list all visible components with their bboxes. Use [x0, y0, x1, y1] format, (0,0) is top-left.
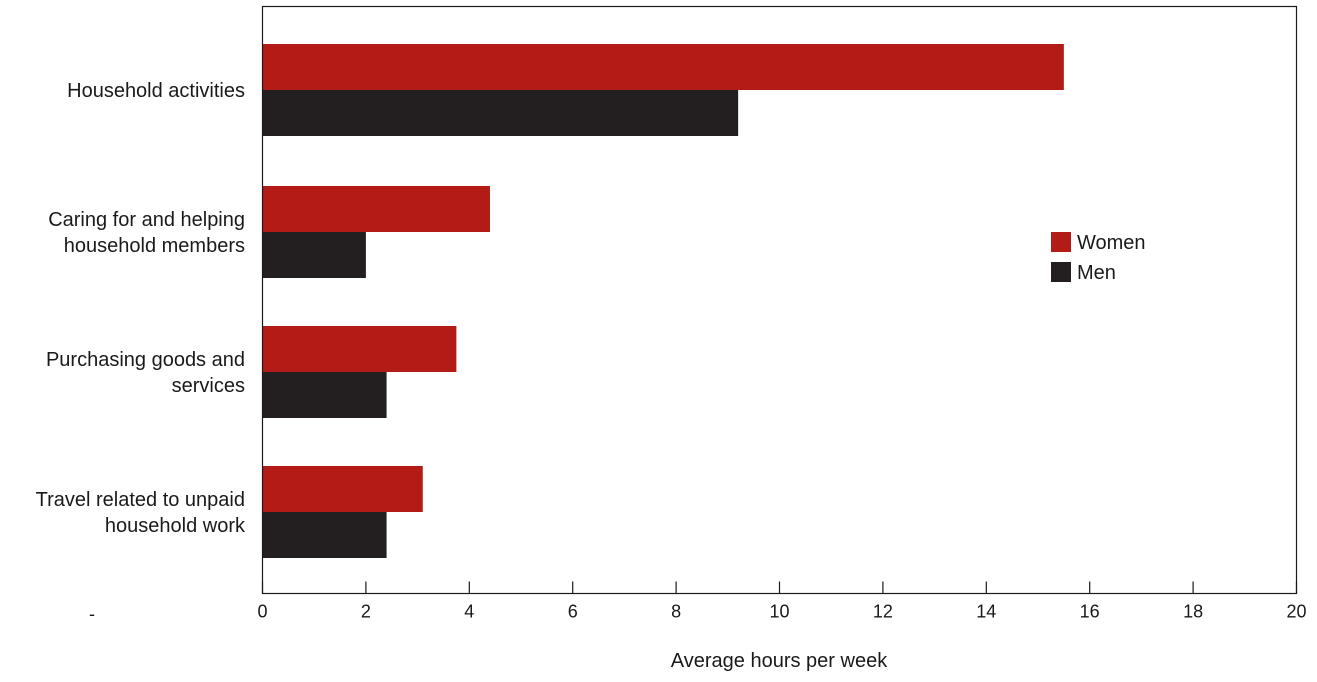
bar-women-1	[262, 186, 490, 232]
category-label-3: Travel related to unpaid household work	[36, 489, 246, 537]
x-tick-label-12: 12	[873, 602, 893, 622]
bar-men-2	[262, 372, 387, 418]
category-labels: Household activities Caring for and helpi…	[36, 80, 246, 537]
category-label-2: Purchasing goods and services	[46, 349, 245, 397]
bar-women-3	[262, 466, 423, 512]
bar-women-2	[262, 326, 457, 372]
bars-layer	[262, 44, 1064, 558]
bar-men-3	[262, 512, 387, 558]
x-tick-label-16: 16	[1080, 602, 1100, 622]
legend-label-men: Men	[1077, 262, 1116, 284]
legend: Women Men	[1051, 232, 1146, 284]
x-tick-label-18: 18	[1183, 602, 1203, 622]
x-axis-ticks: 0 2 4 6 8 10 12 14 16 18 20	[257, 581, 1307, 622]
category-label-1: Caring for and helping household members	[48, 209, 245, 257]
legend-swatch-women	[1051, 232, 1071, 252]
bar-men-1	[262, 232, 366, 278]
x-tick-label-14: 14	[976, 602, 996, 622]
legend-label-women: Women	[1077, 232, 1146, 254]
x-axis-title: Average hours per week	[671, 650, 888, 672]
x-tick-label-6: 6	[568, 602, 578, 622]
stray-dash-mark: -	[89, 604, 95, 624]
x-tick-label-4: 4	[464, 602, 474, 622]
bar-women-0	[262, 44, 1064, 90]
bar-men-0	[262, 90, 739, 136]
category-label-0: Household activities	[67, 80, 245, 102]
x-tick-label-8: 8	[671, 602, 681, 622]
x-tick-label-20: 20	[1286, 602, 1306, 622]
x-tick-label-0: 0	[257, 602, 267, 622]
x-tick-label-2: 2	[361, 602, 371, 622]
x-tick-label-10: 10	[769, 602, 789, 622]
legend-swatch-men	[1051, 262, 1071, 282]
